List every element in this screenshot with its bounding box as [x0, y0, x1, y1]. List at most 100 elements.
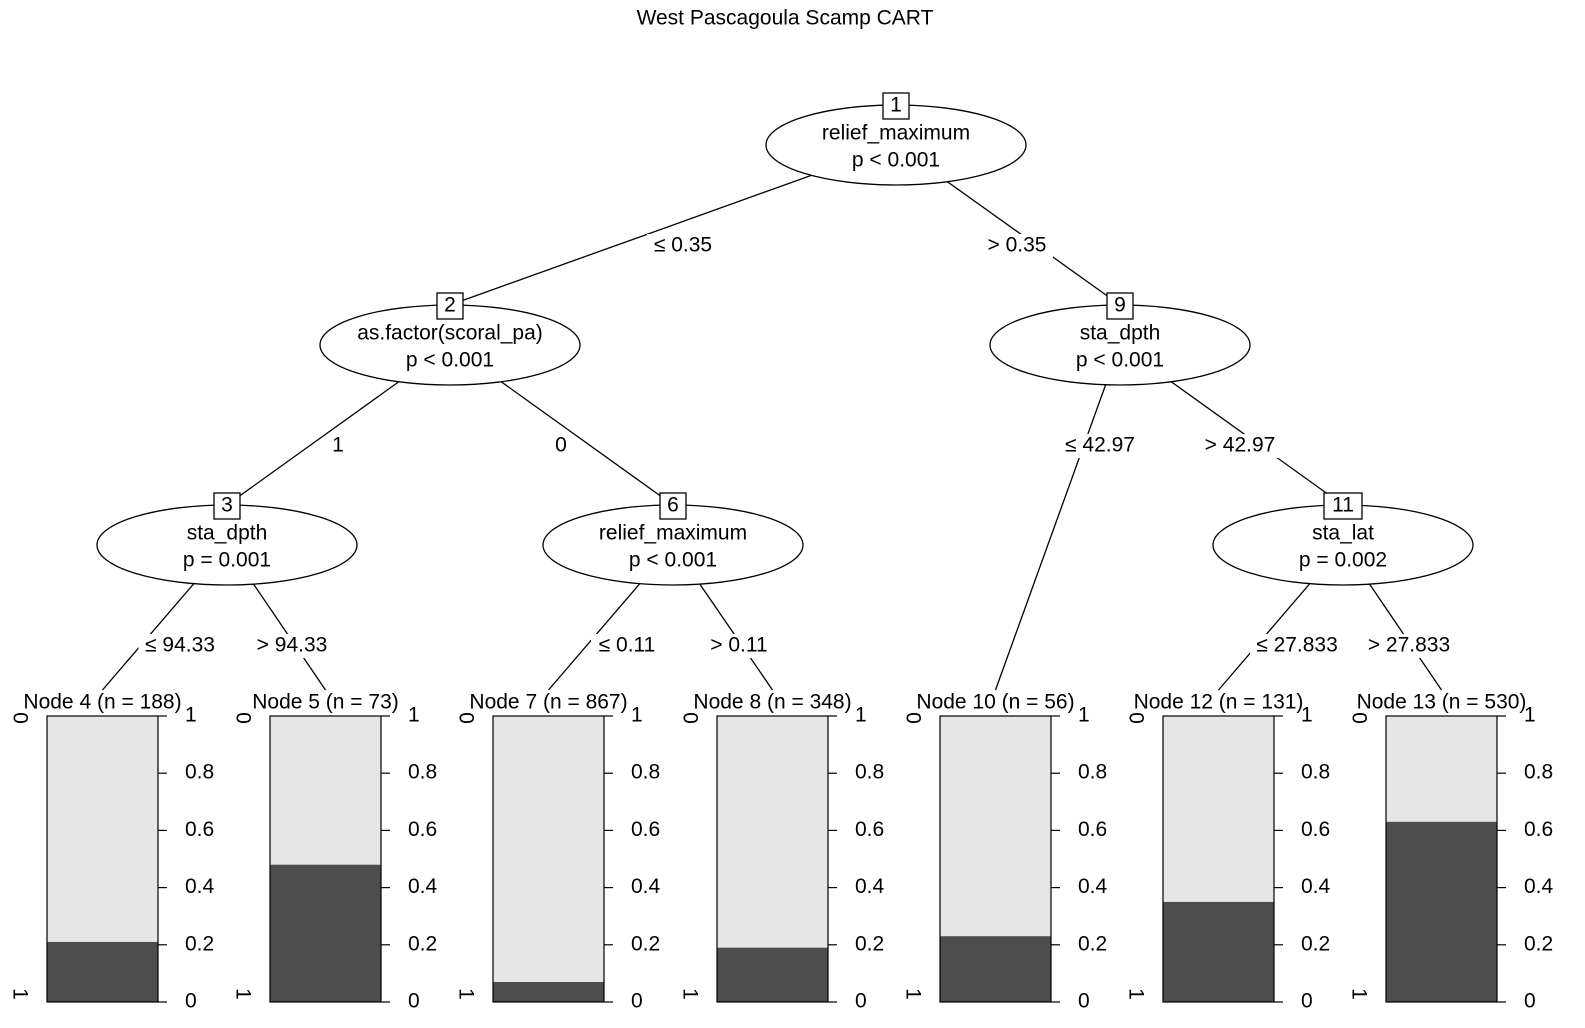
terminal-label: Node 10 (n = 56) [916, 691, 1074, 714]
node-p-value: p < 0.001 [1076, 349, 1164, 372]
edge-label-bg [1250, 634, 1344, 658]
terminal-label-bg [246, 692, 405, 714]
node-id-box [1323, 492, 1363, 520]
tick-label: 1 [1078, 704, 1090, 727]
node-id: 1 [890, 94, 902, 117]
edge-label-bg [1058, 434, 1142, 458]
class-label: 1 [1124, 988, 1147, 1000]
terminal-label-bg [1129, 692, 1308, 714]
tick-label: 0 [1301, 990, 1313, 1013]
edge-label: ≤ 94.33 [145, 634, 215, 657]
terminal-label: Node 8 (n = 348) [693, 691, 851, 714]
tick-label: 0.8 [1078, 761, 1107, 784]
class-label: 0 [1124, 712, 1147, 724]
tick-label: 1 [855, 704, 867, 727]
edge-label-bg [1362, 634, 1456, 658]
edge-label-bg [703, 634, 775, 658]
tick-label: 0 [1524, 990, 1536, 1013]
tick-label: 0.8 [1301, 761, 1330, 784]
tick-label: 0.6 [1524, 818, 1553, 841]
tick-label: 0.8 [1524, 761, 1553, 784]
tick-label: 0.8 [855, 761, 884, 784]
tick-label: 0.2 [185, 932, 214, 955]
terminal-label-bg [464, 692, 633, 714]
tick-label: 0.4 [408, 875, 438, 898]
tick-label: 1 [185, 704, 197, 727]
bar [47, 941, 158, 1002]
edge-label-bg [1198, 434, 1282, 458]
node-variable: sta_dpth [1080, 322, 1161, 345]
terminal-label: Node 12 (n = 131) [1134, 691, 1304, 714]
tick-label: 0 [631, 990, 643, 1013]
edge-label: > 27.833 [1368, 634, 1450, 657]
class-label: 1 [454, 988, 477, 1000]
bar-background [493, 716, 604, 1002]
node-id: 11 [1332, 494, 1354, 517]
tick-label: 0 [185, 990, 197, 1013]
node-p-value: p = 0.002 [1299, 549, 1387, 572]
bar [270, 864, 381, 1002]
edge-label-bg [552, 434, 570, 458]
bar-frame [939, 715, 1052, 1003]
tick-label: 0.4 [1078, 875, 1108, 898]
edge-label: > 42.97 [1205, 434, 1276, 457]
class-label: 1 [901, 988, 924, 1000]
node-id-box [882, 92, 910, 120]
tick-label: 0.8 [631, 761, 660, 784]
node-id: 3 [221, 494, 233, 517]
terminal-label-bg [1352, 692, 1531, 714]
bar [1163, 901, 1274, 1002]
edge-label: ≤ 27.833 [1256, 634, 1338, 657]
class-label: 0 [231, 712, 254, 724]
bar-frame [46, 715, 159, 1003]
edge-label-bg [329, 434, 347, 458]
tick-label: 0.4 [185, 875, 215, 898]
tick-label: 1 [408, 704, 420, 727]
tick-label: 0.2 [408, 932, 437, 955]
class-label: 0 [901, 712, 924, 724]
edge [994, 344, 1121, 691]
class-label: 1 [231, 988, 254, 1000]
tick-label: 0.6 [185, 818, 214, 841]
node-variable: sta_dpth [187, 522, 268, 545]
edge-label: > 0.11 [710, 634, 767, 657]
class-label: 0 [8, 712, 31, 724]
bar [940, 936, 1051, 1002]
class-label: 0 [454, 712, 477, 724]
terminal-label: Node 13 (n = 530) [1357, 691, 1527, 714]
tick-label: 0.6 [1301, 818, 1330, 841]
node-p-value: p = 0.001 [183, 549, 271, 572]
tick-label: 0.4 [1524, 875, 1554, 898]
tick-label: 0 [1078, 990, 1090, 1013]
node-id-box [659, 492, 687, 520]
edge-label: ≤ 0.35 [654, 234, 712, 257]
node-id: 6 [667, 494, 679, 517]
edge-label-bg [138, 634, 222, 658]
tick-label: 0.2 [1524, 932, 1553, 955]
edge-label: ≤ 0.11 [599, 634, 656, 657]
bar-frame [492, 715, 605, 1003]
terminal-label-bg [911, 692, 1080, 714]
tick-label: 1 [1524, 704, 1536, 727]
tick-label: 1 [631, 704, 643, 727]
tick-label: 0.4 [631, 875, 661, 898]
tick-label: 0.6 [408, 818, 437, 841]
class-label: 0 [1347, 712, 1370, 724]
terminal-label: Node 4 (n = 188) [23, 691, 181, 714]
terminal-label-bg [18, 692, 187, 714]
node-id-box [1106, 292, 1134, 320]
node-variable: as.factor(scoral_pa) [357, 322, 543, 345]
node-id: 9 [1114, 294, 1126, 317]
terminal-label: Node 7 (n = 867) [469, 691, 627, 714]
node-id-box [436, 292, 464, 320]
tick-label: 0.4 [1301, 875, 1331, 898]
class-label: 1 [8, 988, 31, 1000]
class-label: 0 [678, 712, 701, 724]
class-label: 1 [1347, 988, 1370, 1000]
class-label: 1 [678, 988, 701, 1000]
node-p-value: p < 0.001 [629, 549, 717, 572]
edge-label: 0 [555, 434, 567, 457]
tick-label: 0.6 [631, 818, 660, 841]
edge-label: ≤ 42.97 [1065, 434, 1135, 457]
